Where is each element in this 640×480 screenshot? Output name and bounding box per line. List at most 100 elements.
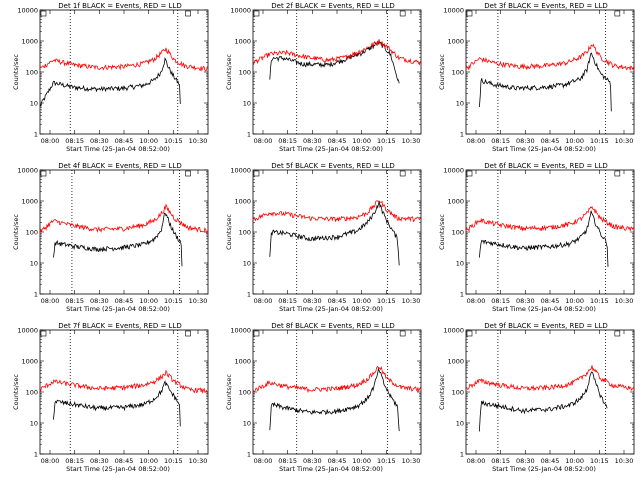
y-tick-label: 1000: [447, 358, 464, 366]
x-tick-label: 08:00: [467, 297, 486, 305]
y-tick-label: 1: [460, 291, 464, 299]
panel-title: Det 6f BLACK = Events, RED = LLD: [484, 162, 607, 170]
interval-marker: [253, 10, 260, 17]
x-tick-label: 10:00: [139, 457, 158, 465]
x-axis-label: Start Time (25-Jan-04 08:52:00): [492, 465, 596, 473]
y-tick-label: 1: [247, 291, 251, 299]
x-tick-label: 10:30: [615, 137, 634, 145]
x-tick-label: 10:15: [590, 137, 609, 145]
lld-series-line: [465, 365, 635, 392]
x-tick-label: 08:30: [303, 297, 322, 305]
y-axis-label: Counts/sec: [225, 54, 233, 90]
panel-det-9f: Det 9f BLACK = Events, RED = LLD 1 10 100 10…: [438, 322, 635, 473]
x-tick-label: 08:45: [328, 297, 347, 305]
panel-det-8f: Det 8f BLACK = Events, RED = LLD 1 10 100 10…: [225, 322, 422, 473]
x-tick-label: 08:30: [516, 457, 535, 465]
x-tick-label: 08:00: [467, 137, 486, 145]
lld-series-line: [252, 39, 422, 66]
y-axis-label: Counts/sec: [438, 54, 446, 90]
y-tick-label: 10000: [443, 167, 464, 175]
y-tick-label: 1000: [447, 38, 464, 46]
y-tick-label: 1000: [21, 358, 38, 366]
x-axis-label: Start Time (25-Jan-04 08:52:00): [279, 145, 383, 153]
x-tick-label: 10:00: [565, 137, 584, 145]
y-tick-label: 100: [452, 69, 464, 77]
interval-marker: [185, 10, 191, 17]
y-tick-label: 1000: [21, 198, 38, 206]
panel-det-5f: Det 5f BLACK = Events, RED = LLD 1 10 100 10…: [225, 162, 422, 313]
y-axis-label: Counts/sec: [12, 214, 20, 250]
x-tick-label: 08:45: [115, 297, 134, 305]
x-tick-label: 10:30: [402, 457, 421, 465]
y-tick-label: 1000: [21, 38, 38, 46]
lld-series-line: [39, 369, 209, 394]
y-tick-label: 10000: [17, 7, 38, 15]
x-tick-label: 08:15: [65, 457, 84, 465]
interval-marker: [253, 170, 260, 177]
interval-marker: [466, 10, 473, 17]
panel-title: Det 2f BLACK = Events, RED = LLD: [271, 2, 394, 10]
x-tick-label: 08:00: [254, 297, 273, 305]
events-series-line: [269, 39, 400, 84]
panel-title: Det 7f BLACK = Events, RED = LLD: [58, 322, 181, 330]
y-tick-label: 1: [34, 451, 38, 459]
x-tick-label: 08:00: [41, 137, 60, 145]
x-tick-label: 10:30: [615, 457, 634, 465]
x-axis-label: Start Time (25-Jan-04 08:52:00): [279, 305, 383, 313]
interval-marker: [466, 170, 473, 177]
interval-marker: [185, 330, 191, 337]
y-tick-label: 10: [30, 260, 38, 268]
y-tick-label: 1: [460, 131, 464, 139]
panel-det-4f: Det 4f BLACK = Events, RED = LLD 1 10 100 10…: [12, 162, 209, 313]
y-tick-label: 100: [26, 229, 38, 237]
events-series-line: [53, 379, 181, 427]
y-tick-label: 10000: [230, 167, 251, 175]
panel-det-2f: Det 2f BLACK = Events, RED = LLD 1 10 100 10…: [225, 2, 422, 153]
x-axis-label: Start Time (25-Jan-04 08:52:00): [66, 305, 170, 313]
x-tick-label: 08:45: [115, 137, 134, 145]
x-tick-label: 10:30: [189, 297, 208, 305]
panel-det-1f: Det 1f BLACK = Events, RED = LLD 1 10 100 10…: [12, 2, 209, 153]
y-tick-label: 10000: [443, 7, 464, 15]
plot-frame: [39, 169, 209, 295]
panel-title: Det 3f BLACK = Events, RED = LLD: [484, 2, 607, 10]
y-tick-label: 1000: [234, 198, 251, 206]
panel-det-3f: Det 3f BLACK = Events, RED = LLD 1 10 100 10…: [438, 2, 635, 153]
events-series-line: [269, 201, 400, 266]
y-tick-label: 100: [452, 229, 464, 237]
x-tick-label: 08:15: [65, 297, 84, 305]
x-tick-label: 08:45: [328, 137, 347, 145]
lld-series-line: [252, 200, 422, 223]
plot-frame: [252, 329, 422, 455]
x-tick-label: 08:15: [278, 457, 297, 465]
x-tick-label: 10:15: [590, 297, 609, 305]
interval-marker: [614, 10, 621, 17]
x-tick-label: 10:00: [565, 297, 584, 305]
events-series-line: [479, 210, 609, 267]
y-tick-label: 10000: [17, 167, 38, 175]
y-tick-label: 10: [30, 420, 38, 428]
panel-title: Det 5f BLACK = Events, RED = LLD: [271, 162, 394, 170]
interval-marker: [399, 330, 406, 337]
y-tick-label: 10: [243, 260, 251, 268]
y-axis-label: Counts/sec: [225, 214, 233, 250]
x-tick-label: 08:15: [278, 137, 297, 145]
x-tick-label: 08:15: [65, 137, 84, 145]
y-axis-label: Counts/sec: [12, 374, 20, 410]
x-tick-label: 08:00: [41, 457, 60, 465]
x-tick-label: 08:15: [491, 297, 510, 305]
x-tick-label: 08:30: [90, 137, 109, 145]
interval-marker: [614, 170, 621, 177]
x-axis-label: Start Time (25-Jan-04 08:52:00): [66, 465, 170, 473]
x-tick-label: 08:30: [90, 457, 109, 465]
interval-marker: [40, 10, 47, 17]
x-tick-label: 10:30: [189, 137, 208, 145]
x-tick-label: 08:45: [541, 457, 560, 465]
y-tick-label: 10: [456, 100, 464, 108]
panel-title: Det 4f BLACK = Events, RED = LLD: [58, 162, 181, 170]
lld-series-line: [39, 47, 209, 72]
x-tick-label: 08:00: [467, 457, 486, 465]
x-tick-label: 08:00: [254, 457, 273, 465]
x-axis-label: Start Time (25-Jan-04 08:52:00): [492, 145, 596, 153]
